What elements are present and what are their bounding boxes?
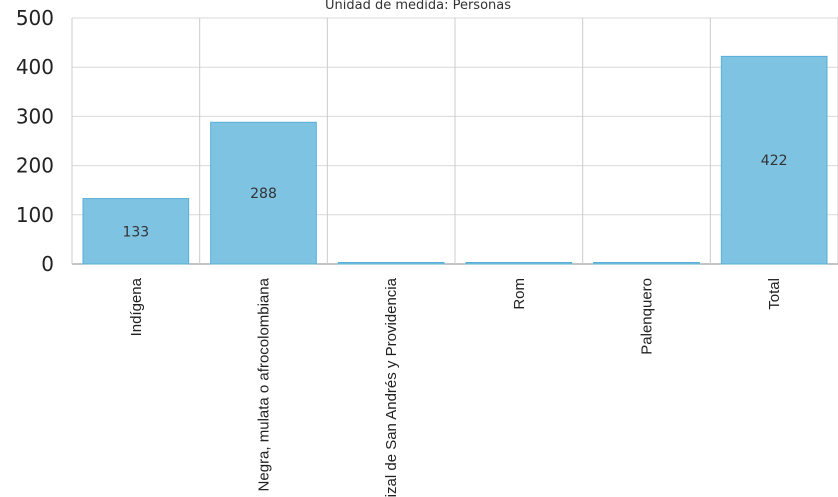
y-tick-label: 300 [16,104,54,128]
bar[interactable] [720,55,828,265]
x-tick-label: Negra, mulata o afrocolombiana [256,277,273,491]
y-tick-label: 100 [16,203,54,227]
x-tick-label: Palenquero [639,278,656,355]
bar[interactable] [82,198,190,265]
bar[interactable] [593,262,700,265]
bar[interactable] [337,262,445,265]
data-labels: 133 288 422 [122,153,787,240]
x-axis-ticks: Indígena Negra, mulata o afrocolombiana Ra… [128,277,783,497]
data-label: 133 [122,224,149,240]
y-tick-label: 0 [41,252,54,276]
bar[interactable] [210,121,317,265]
y-tick-label: 400 [16,55,54,79]
y-axis-ticks: 0 100 200 300 400 500 [16,6,54,276]
data-label: 422 [761,153,788,169]
x-tick-label: Indígena [128,277,145,336]
bars-layer [82,55,828,265]
y-tick-label: 200 [16,154,54,178]
x-tick-label: Total [766,278,783,310]
data-label: 288 [250,186,277,202]
y-tick-label: 500 [16,6,54,30]
x-tick-label: Rom [511,278,528,310]
bar[interactable] [465,262,573,265]
x-tick-label: Raizal de San Andrés y Providencia [383,277,400,497]
grid-layer [71,17,838,265]
chart-subtitle: Unidad de medida: Personas [325,0,511,13]
